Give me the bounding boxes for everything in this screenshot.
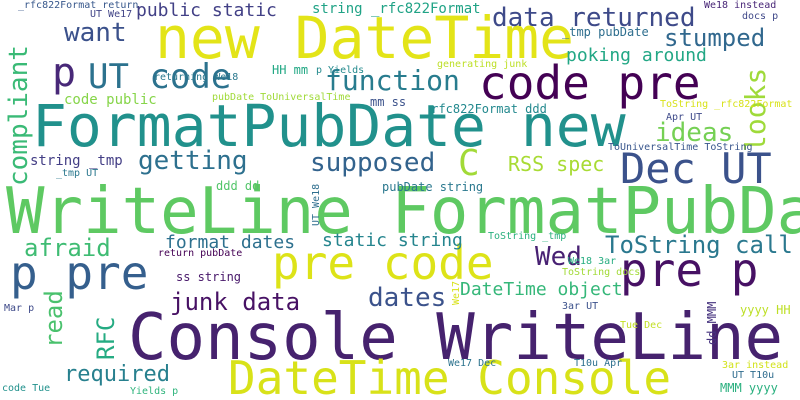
word-datetime-object: DateTime object: [460, 279, 623, 300]
word-tostring-rfc822format: ToString _rfc822Format: [660, 99, 793, 110]
word-c: C: [458, 143, 480, 184]
word-supposed: supposed: [310, 148, 436, 178]
word-3ar-ut: 3ar UT: [562, 301, 599, 312]
word-touniversaltime-tostring: ToUniversalTime ToString: [608, 142, 753, 153]
word-tue-dec: Tue Dec: [620, 320, 663, 331]
word-afraid: afraid: [24, 234, 111, 262]
word-t10u-apr: T10u Apr: [574, 358, 623, 369]
word-yields-p: Yields p: [130, 386, 179, 397]
word-static-string: static string: [322, 230, 463, 251]
word-compliant: compliant: [4, 45, 34, 186]
word-ss-string: ss string: [176, 270, 242, 284]
word-pre-code: pre code: [272, 236, 494, 290]
word-datetime-console: DateTime Console: [228, 351, 672, 400]
word-pubdate-touniversaltime: pubDate ToUniversalTime: [212, 92, 351, 103]
word-mar-p: Mar p: [4, 303, 35, 314]
word-rfc822format-return: _rfc822Format return: [18, 0, 139, 11]
word-3ar-instead: 3ar instead: [722, 360, 789, 371]
word-p-yields: p Yields: [316, 65, 365, 76]
word-wed: Wed: [535, 242, 582, 272]
word-p: p: [52, 50, 77, 96]
word-public-static: public static: [136, 0, 277, 21]
word-we18-3ar: We18 3ar: [568, 256, 617, 267]
word-ut-we18: UT We18: [311, 183, 322, 226]
word-ddd-dd: ddd dd: [216, 179, 260, 193]
word-code-pre: code pre: [479, 56, 701, 110]
word-console-writeline: Console WriteLine: [128, 301, 784, 375]
word-p-pre: p pre: [10, 246, 149, 300]
word-string-tmp: string _tmp: [30, 153, 123, 169]
word-return-pubdate: return pubDate: [158, 248, 243, 259]
word-mmm-yyyy: MMM yyyy: [720, 381, 778, 395]
word-yyyy-hh: yyyy HH: [740, 303, 791, 317]
word-writeline-formatpubdate: WriteLine FormatPubDate: [6, 175, 800, 249]
word-apr-ut: Apr UT: [666, 112, 703, 123]
word-tostring-tmp: ToString _tmp: [488, 231, 567, 242]
word-dec-ut: Dec UT: [620, 144, 772, 193]
word-rfc: RFC: [92, 316, 120, 360]
word-generating-junk: generating junk: [437, 59, 528, 70]
word-stumped: stumped: [664, 24, 766, 52]
word-tostring-call: ToString call: [605, 231, 793, 259]
word-junk-data: junk data: [170, 288, 301, 316]
word-tmp-pubdate: _tmp pubDate: [562, 25, 649, 39]
word-required: required: [64, 362, 170, 387]
word-tostring-docs: ToString docs: [562, 267, 641, 278]
word-ideas: ideas: [655, 118, 734, 148]
word-poking-around: poking around: [566, 45, 707, 66]
word-we17: We17: [451, 280, 462, 305]
word-docs-p: docs p: [742, 11, 779, 22]
word-we17-dec: We17 Dec: [448, 358, 497, 369]
word-returning-we18: returning We18: [154, 72, 239, 83]
word-read: read: [40, 290, 68, 348]
word-formatpubdate-new: FormatPubDate new: [32, 92, 626, 160]
word-format-dates: format dates: [165, 232, 296, 253]
word-pubdate-string: pubDate string: [382, 180, 484, 194]
word-pre-p: pre p: [620, 243, 759, 297]
word-hh-mm: HH mm: [272, 63, 309, 77]
word-rfc822format-ddd: _rfc822Format ddd: [424, 102, 547, 116]
word-rss-spec: RSS spec: [508, 152, 605, 176]
word-want: want: [64, 18, 127, 48]
word-new-datetime: new DateTime: [155, 4, 575, 72]
word-ut-code: UT code: [88, 57, 232, 97]
word-code-public: code public: [64, 92, 157, 108]
word-dd-mmm: dd MMM: [705, 301, 719, 345]
word-mm-ss: mm ss: [370, 95, 407, 109]
word-ut-we17: UT We17: [90, 9, 133, 20]
word-we18-instead: We18 instead: [704, 0, 777, 11]
word-ut-t10u: UT T10u: [732, 370, 775, 381]
word-dates: dates: [368, 283, 447, 313]
word-function: function: [325, 64, 460, 97]
word-code-tue: code Tue: [2, 383, 51, 394]
word-tmp-ut: _tmp UT: [56, 168, 99, 179]
word-string-rfc822format: string _rfc822Format: [312, 1, 481, 17]
word-getting: getting: [138, 146, 248, 176]
word-data-returned: data returned: [492, 3, 696, 33]
